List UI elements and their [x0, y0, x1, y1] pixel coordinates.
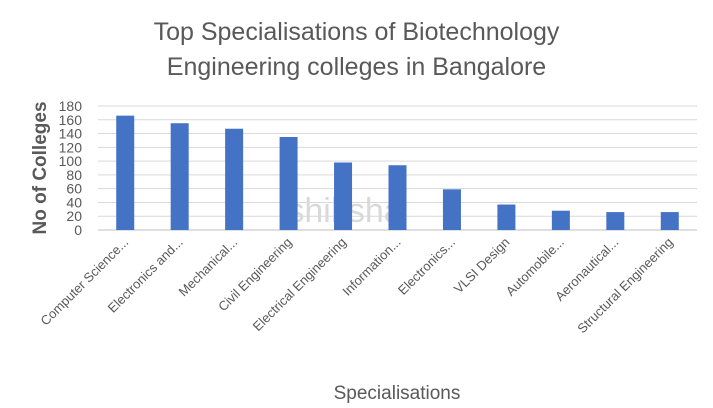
- bar: [279, 137, 298, 230]
- bar: [225, 128, 244, 230]
- bar: [551, 210, 570, 230]
- y-tick-label: 80: [66, 167, 82, 183]
- y-tick-label: 120: [59, 139, 83, 155]
- bar: [388, 165, 407, 230]
- bar: [497, 204, 516, 230]
- x-tick-label: Computer Science...: [37, 235, 131, 329]
- y-tick-label: 20: [66, 208, 82, 224]
- y-tick-label: 0: [74, 222, 82, 238]
- x-axis-label: Specialisations: [334, 383, 461, 404]
- y-tick-label: 180: [59, 98, 83, 114]
- y-tick-label: 160: [59, 112, 83, 128]
- y-tick-label: 140: [59, 126, 83, 142]
- x-tick-label: Electronics...: [395, 235, 458, 298]
- bar: [334, 162, 353, 230]
- bar: [170, 123, 189, 230]
- x-tick-label: Information...: [339, 235, 403, 299]
- y-tick-label: 60: [66, 181, 82, 197]
- y-tick-label: 40: [66, 194, 82, 210]
- chart-title-line-2: Engineering colleges in Bangalore: [166, 53, 547, 81]
- y-axis-label: No of Colleges: [30, 101, 51, 234]
- y-tick-label: 100: [59, 153, 83, 169]
- x-tick-label: Structural Engineering: [574, 235, 676, 337]
- bar: [116, 115, 135, 230]
- bar: [606, 212, 625, 230]
- chart-title-line-1: Top Specialisations of Biotechnology: [153, 18, 560, 46]
- bar: [660, 212, 679, 230]
- x-tick-label: Electrical Engineering: [250, 235, 350, 335]
- bar: [442, 189, 461, 230]
